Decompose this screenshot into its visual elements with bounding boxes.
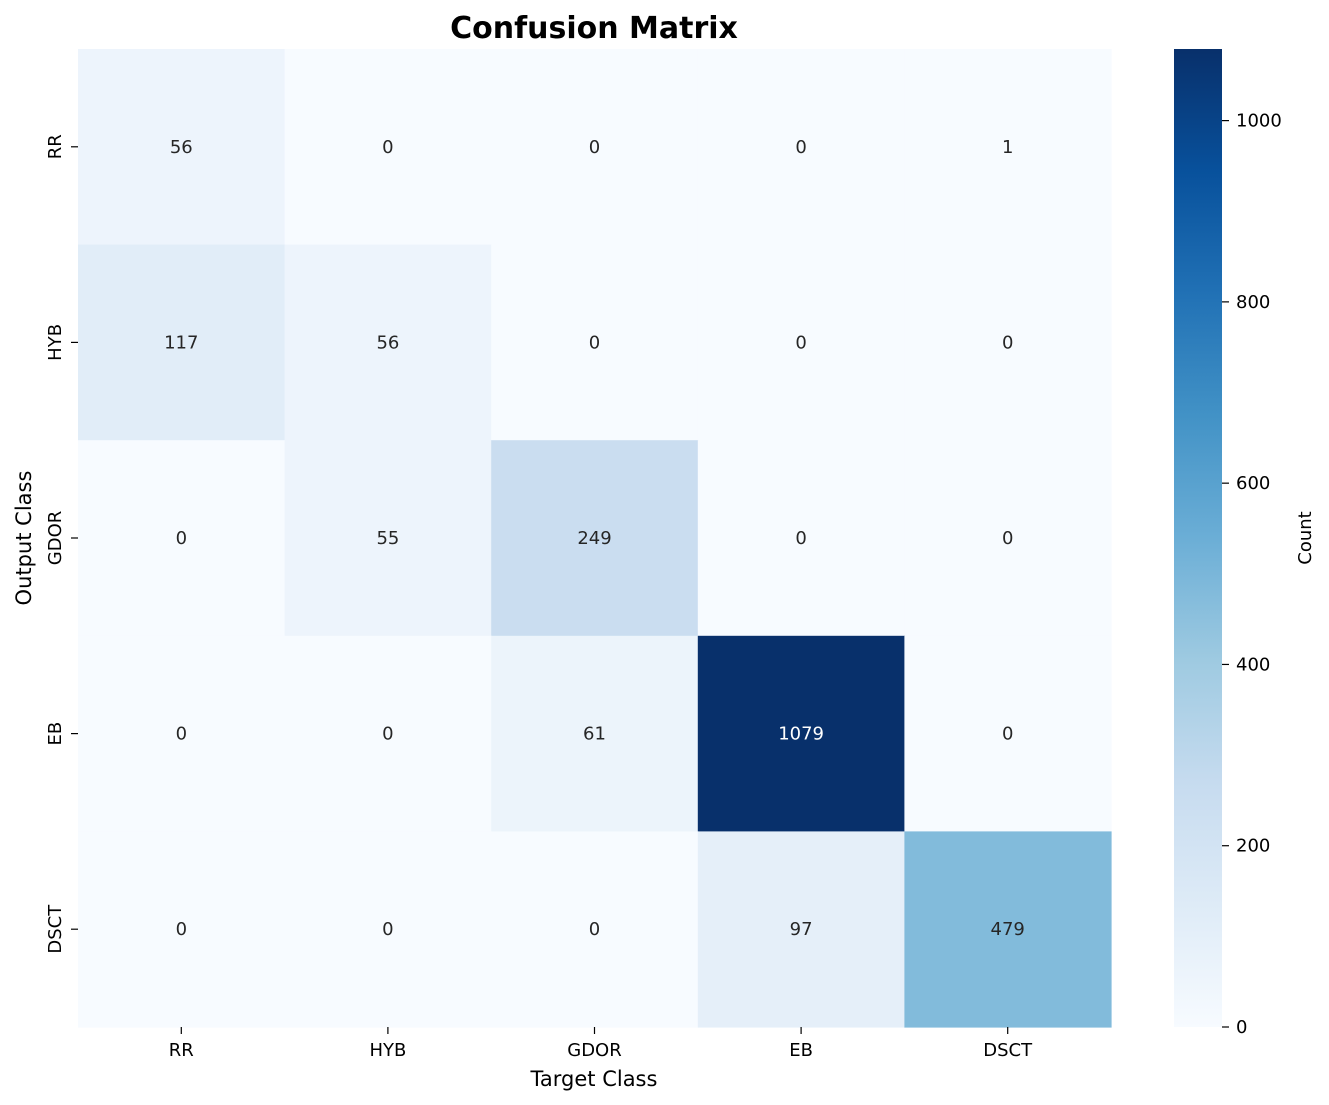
heatmap-cells xyxy=(78,49,1112,1028)
heatmap-cell xyxy=(491,831,699,1028)
heatmap-cell xyxy=(78,635,286,832)
heatmap-cell xyxy=(491,635,699,832)
heatmap-cell xyxy=(491,49,699,246)
y-tick-label: HYB xyxy=(45,324,66,361)
cell-value-label: 0 xyxy=(1002,528,1013,549)
x-axis-ticks: RR HYB GDOR EB DSCT xyxy=(169,1027,1033,1061)
heatmap-cell xyxy=(78,831,286,1028)
cell-value-label: 0 xyxy=(795,137,806,158)
colorbar xyxy=(1174,49,1222,1027)
cell-value-label: 61 xyxy=(583,724,606,745)
cell-value-label: 0 xyxy=(382,919,393,940)
cell-value-label: 0 xyxy=(1002,724,1013,745)
cell-value-label: 0 xyxy=(795,332,806,353)
heatmap-cell xyxy=(697,49,905,246)
heatmap-cell-labels: 56 0 0 0 1 117 56 0 0 0 0 55 249 0 0 0 0 61 1079 0 0 0 0 97 479 xyxy=(164,137,1025,940)
x-tick-label: RR xyxy=(169,1040,194,1061)
y-tick-label: EB xyxy=(45,722,66,746)
heatmap-cell xyxy=(904,49,1112,246)
heatmap-cell xyxy=(697,635,905,832)
heatmap-cell xyxy=(697,831,905,1028)
y-tick-label: RR xyxy=(45,134,66,159)
y-tick-label: DSCT xyxy=(45,904,66,954)
heatmap-cell xyxy=(284,831,492,1028)
chart-title: Confusion Matrix xyxy=(450,11,738,46)
cell-value-label: 0 xyxy=(176,528,187,549)
cell-value-label: 56 xyxy=(170,137,193,158)
cell-value-label: 249 xyxy=(577,528,611,549)
y-axis-ticks: RR HYB GDOR EB DSCT xyxy=(45,134,78,954)
x-tick-label: DSCT xyxy=(983,1040,1033,1061)
cell-value-label: 479 xyxy=(991,919,1025,940)
colorbar-tick-label: 600 xyxy=(1236,473,1270,494)
colorbar-tick-label: 400 xyxy=(1236,654,1270,675)
heatmap-cell xyxy=(284,635,492,832)
y-tick-label: GDOR xyxy=(45,511,66,565)
heatmap-cell xyxy=(904,440,1112,637)
heatmap-cell xyxy=(78,244,286,441)
cell-value-label: 97 xyxy=(790,919,813,940)
cell-value-label: 0 xyxy=(382,137,393,158)
cell-value-label: 0 xyxy=(176,919,187,940)
heatmap-cell xyxy=(284,49,492,246)
cell-value-label: 55 xyxy=(376,528,399,549)
cell-value-label: 117 xyxy=(164,332,198,353)
x-axis-label: Target Class xyxy=(530,1067,658,1091)
heatmap-cell xyxy=(78,49,286,246)
cell-value-label: 1 xyxy=(1002,137,1013,158)
cell-value-label: 0 xyxy=(589,137,600,158)
x-tick-label: EB xyxy=(789,1040,813,1061)
cell-value-label: 0 xyxy=(1002,332,1013,353)
colorbar-tick-label: 800 xyxy=(1236,292,1270,313)
x-tick-label: HYB xyxy=(369,1040,406,1061)
colorbar-label: Count xyxy=(1295,511,1316,564)
heatmap-cell xyxy=(284,440,492,637)
colorbar-tick-label: 0 xyxy=(1236,1017,1247,1038)
heatmap-cell xyxy=(904,244,1112,441)
y-axis-label: Output Class xyxy=(12,471,36,606)
colorbar-ticks: 0 200 400 600 800 1000 xyxy=(1222,111,1282,1038)
cell-value-label: 0 xyxy=(589,919,600,940)
cell-value-label: 0 xyxy=(589,332,600,353)
heatmap-cell xyxy=(904,831,1112,1028)
colorbar-tick-label: 200 xyxy=(1236,836,1270,857)
heatmap-cell xyxy=(78,440,286,637)
colorbar-tick-label: 1000 xyxy=(1236,111,1282,132)
heatmap-cell xyxy=(697,440,905,637)
heatmap-cell xyxy=(904,635,1112,832)
heatmap-cell xyxy=(491,440,699,637)
heatmap-cell xyxy=(697,244,905,441)
x-tick-label: GDOR xyxy=(567,1040,621,1061)
cell-value-label: 0 xyxy=(176,724,187,745)
cell-value-label: 56 xyxy=(376,332,399,353)
cell-value-label: 0 xyxy=(795,528,806,549)
heatmap-cell xyxy=(491,244,699,441)
cell-value-label: 1079 xyxy=(778,724,824,745)
cell-value-label: 0 xyxy=(382,724,393,745)
heatmap-cell xyxy=(284,244,492,441)
